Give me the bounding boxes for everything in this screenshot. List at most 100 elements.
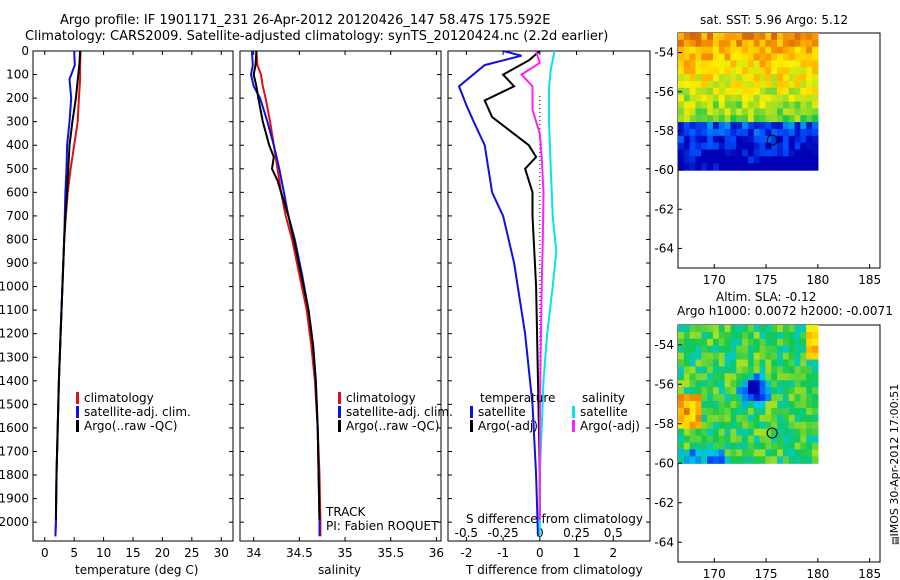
map-cell xyxy=(794,366,801,374)
map-cell xyxy=(806,46,813,55)
map-cell xyxy=(724,331,732,340)
y-tick-label: 1500 xyxy=(0,397,29,411)
map-cell xyxy=(724,53,732,62)
map-cell xyxy=(747,60,755,68)
map-cell xyxy=(730,135,737,144)
map-cell xyxy=(701,46,708,55)
map-cell xyxy=(753,149,761,157)
map-cell xyxy=(718,94,726,103)
x-tick-label: 175 xyxy=(755,273,778,287)
map-cell xyxy=(689,142,697,151)
map-cell xyxy=(712,67,720,75)
map-cell xyxy=(800,435,807,444)
map-cell xyxy=(742,39,749,48)
legend-group-title: salinity xyxy=(582,391,626,405)
x-tick-label: 2 xyxy=(609,546,617,560)
map-cell xyxy=(812,428,819,437)
legend-item-satellite: satellite-adj. clim. xyxy=(76,405,191,419)
map-cell xyxy=(782,67,790,75)
map-cell xyxy=(747,53,755,62)
map-cell xyxy=(736,421,743,430)
map-cell xyxy=(718,456,726,464)
map-cell xyxy=(759,67,767,75)
map-cell xyxy=(730,387,737,395)
map-cell xyxy=(724,46,732,55)
map-cell xyxy=(730,366,737,374)
map-cell xyxy=(742,345,749,354)
x-tick-label: 185 xyxy=(858,567,881,580)
map-cell xyxy=(718,366,726,374)
map-cell xyxy=(742,101,749,109)
map-cell xyxy=(695,456,702,464)
map-cell xyxy=(712,39,720,48)
map-cell xyxy=(742,435,749,444)
map-cell xyxy=(771,87,778,96)
map-cell xyxy=(771,46,778,55)
map-cell xyxy=(718,39,726,48)
map-cell xyxy=(800,414,807,423)
map-cell xyxy=(695,338,702,347)
map-cell xyxy=(800,407,807,416)
map-cell xyxy=(788,414,796,423)
map-cell xyxy=(712,156,720,164)
map-cell xyxy=(777,449,784,457)
map-cell xyxy=(788,128,796,137)
plot-frame xyxy=(32,50,234,542)
map-cell xyxy=(707,352,714,361)
map-cell xyxy=(724,142,732,151)
map-cell xyxy=(701,380,708,388)
map-cell xyxy=(730,414,737,423)
map-cell xyxy=(678,46,685,55)
map-cell xyxy=(724,156,732,164)
series-line-argoadj xyxy=(483,50,541,520)
map-cell xyxy=(742,87,749,96)
map-cell xyxy=(695,67,702,75)
map-cell xyxy=(695,428,702,437)
map-cell xyxy=(765,449,772,457)
map-cell xyxy=(812,108,819,116)
map-cell xyxy=(765,128,772,137)
map-cell xyxy=(730,394,737,402)
map-cell xyxy=(812,366,819,374)
map-cell xyxy=(689,46,697,55)
map-cell xyxy=(747,456,755,464)
map-cell xyxy=(724,359,732,368)
map-cell xyxy=(742,94,749,103)
map-cell xyxy=(718,46,726,55)
map-cell xyxy=(771,407,778,416)
map-cell xyxy=(777,33,784,41)
map-cell xyxy=(771,122,778,130)
legend-swatch xyxy=(338,420,341,432)
map-cell xyxy=(753,80,761,89)
s-tick-label: 0.5 xyxy=(604,526,623,540)
map-cell xyxy=(736,67,743,75)
map-cell xyxy=(742,401,749,409)
map-cell xyxy=(712,325,720,333)
map-cell xyxy=(806,67,813,75)
map-cell xyxy=(707,101,714,109)
map-cell xyxy=(730,421,737,430)
map-cell xyxy=(689,338,697,347)
map-cell xyxy=(724,407,732,416)
map-cell xyxy=(777,407,784,416)
map-cell xyxy=(771,53,778,62)
map-cell xyxy=(759,94,767,103)
map-cell xyxy=(742,108,749,116)
map-cell xyxy=(683,163,691,171)
map-cell xyxy=(689,94,697,103)
map-cell xyxy=(771,108,778,116)
map-cell xyxy=(806,387,813,395)
map-cell xyxy=(812,394,819,402)
map-cell xyxy=(812,39,819,48)
y-tick-label: -62 xyxy=(654,202,674,216)
map-cell xyxy=(736,414,743,423)
map-cell xyxy=(742,380,749,388)
map-cell xyxy=(736,115,743,123)
map-cell xyxy=(724,108,732,116)
map-cell xyxy=(707,407,714,416)
x-tick-label: 15 xyxy=(125,546,140,560)
difference-legend-temperature: temperature satellite Argo(-adj) xyxy=(470,391,555,433)
map-cell xyxy=(753,380,761,388)
map-cell xyxy=(800,345,807,354)
map-cell xyxy=(794,135,801,144)
